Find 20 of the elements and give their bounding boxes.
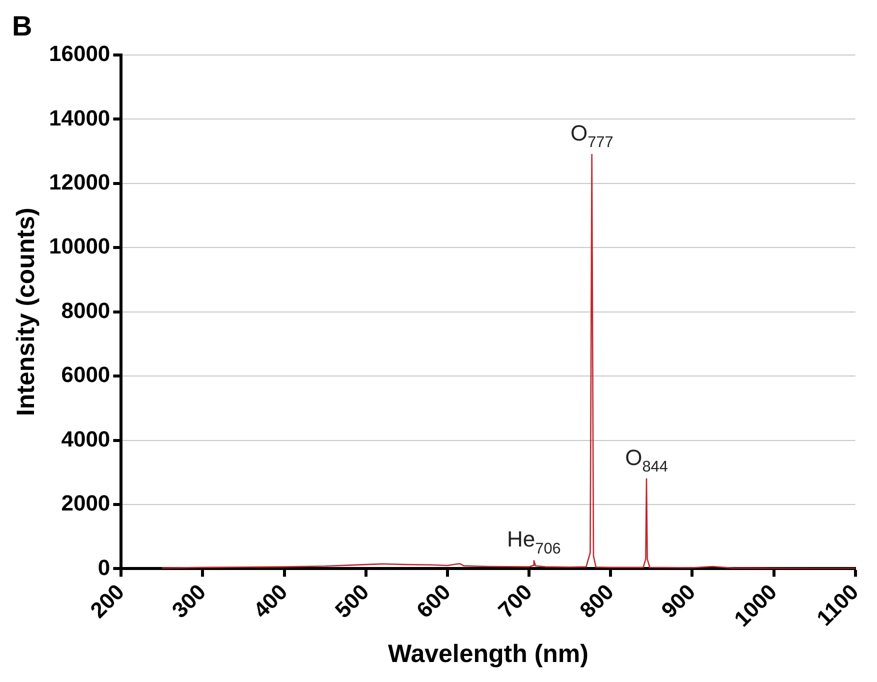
- x-tick-label: 800: [574, 579, 618, 623]
- x-tick-label: 200: [85, 579, 129, 623]
- y-tick-label: 8000: [61, 298, 110, 323]
- x-tick-label: 400: [248, 579, 292, 623]
- y-tick-label: 14000: [48, 105, 110, 130]
- x-axis-title: Wavelength (nm): [388, 640, 588, 668]
- y-tick-label: 10000: [48, 234, 110, 259]
- y-tick-label: 4000: [61, 426, 110, 452]
- y-axis-title: Intensity (counts): [12, 208, 40, 416]
- y-tick-label: 12000: [48, 169, 110, 194]
- x-tick-label: 500: [330, 579, 374, 623]
- y-tick-label: 16000: [48, 41, 110, 66]
- x-tick-label: 700: [493, 579, 537, 623]
- y-tick-label: 6000: [61, 362, 110, 388]
- chart-title: B: [12, 10, 32, 42]
- x-tick-label: 300: [166, 579, 211, 623]
- x-tick-label: 600: [412, 579, 456, 623]
- y-tick-label: 2000: [61, 490, 110, 516]
- x-tick-label: 900: [656, 579, 700, 623]
- y-tick-label: 0: [98, 554, 110, 580]
